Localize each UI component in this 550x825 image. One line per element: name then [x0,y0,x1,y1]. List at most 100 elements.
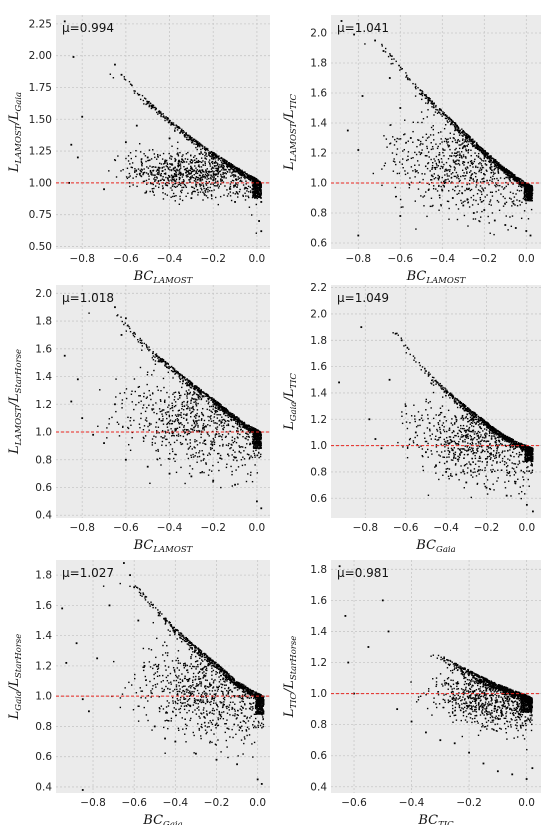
data-point [237,196,239,198]
data-point [425,133,428,136]
data-point [159,162,161,165]
data-point [233,417,235,420]
data-point [410,181,413,184]
data-point [171,163,173,165]
data-point [481,178,483,180]
data-point [129,83,132,85]
data-point [258,186,261,188]
data-point [190,165,192,168]
data-points [63,20,263,234]
data-point [248,429,250,432]
data-point [174,183,176,185]
data-point [193,421,196,424]
data-point [254,187,256,189]
plot-area [331,15,541,249]
data-point [427,162,429,165]
data-point [457,175,459,178]
data-point [194,425,196,428]
data-point [462,175,464,177]
data-point [192,139,194,142]
data-point [525,195,528,197]
data-point [523,195,526,198]
data-point [490,157,492,160]
data-point [228,168,230,171]
data-point [222,428,225,431]
data-point [167,118,170,120]
data-point [461,131,463,133]
data-point [232,179,235,182]
data-point [142,180,145,183]
data-point [186,395,188,397]
data-point [210,415,212,417]
data-point [237,170,239,173]
data-point [257,192,259,194]
data-point [444,179,446,181]
data-point [195,421,198,423]
data-point [253,188,255,190]
data-point [471,161,473,164]
data-point [234,417,237,420]
data-point [146,371,149,373]
data-point [254,197,256,199]
data-point [186,443,189,445]
data-point [475,186,477,188]
data-point [129,417,132,419]
data-point [250,428,253,431]
data-point [185,175,187,177]
data-point [461,169,464,172]
data-point [218,155,220,157]
data-point [469,136,472,138]
data-point [201,450,203,452]
data-point [210,418,212,420]
data-point [424,165,427,168]
data-point [468,171,471,174]
data-point [223,175,226,178]
data-point [525,183,528,185]
data-point [164,365,166,367]
data-point [179,132,181,134]
data-point [495,182,497,184]
data-point [198,166,201,168]
data-point [395,140,398,143]
data-point [464,189,466,192]
data-point [226,413,229,415]
data-point [420,111,423,113]
data-point [251,427,253,429]
data-point [357,149,360,151]
data-point [133,378,136,380]
data-point [511,174,513,176]
data-point [170,124,172,126]
data-point [236,423,239,425]
data-point [463,134,466,136]
data-point [447,118,450,120]
data-point [461,202,463,204]
data-point [459,129,461,131]
data-point [208,401,210,403]
data-point [524,189,526,191]
data-point [227,411,230,414]
data-point [202,395,204,397]
data-point [464,174,467,177]
data-point [443,140,446,143]
data-point [427,100,429,102]
data-point [257,436,259,439]
data-point [156,355,159,357]
data-point [121,399,124,401]
data-point [502,195,504,198]
data-point [146,102,148,104]
data-point [182,429,184,431]
data-point [257,190,260,192]
data-point [237,176,239,178]
data-point [431,102,433,105]
data-point [191,192,193,194]
data-point [217,164,219,166]
data-point [503,168,505,171]
data-point [474,144,476,146]
data-point [208,159,211,161]
data-point [511,172,513,174]
data-point [232,168,234,171]
data-point [210,183,212,185]
data-point [247,424,249,427]
data-point [159,410,162,413]
data-point [203,392,206,394]
